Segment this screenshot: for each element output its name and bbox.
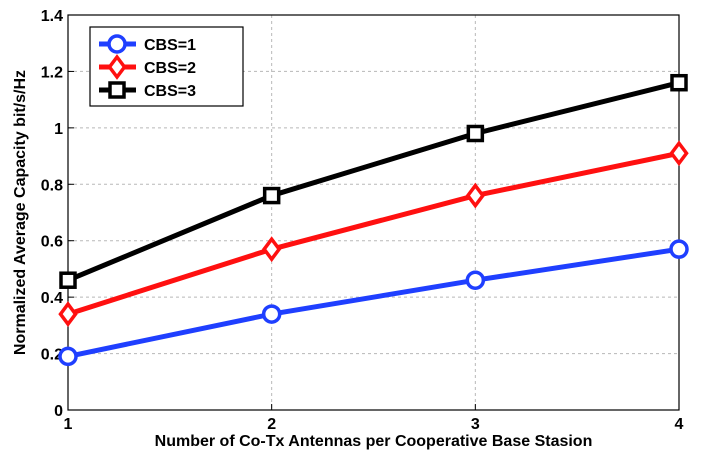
data-point-square	[670, 73, 688, 92]
legend-label: CBS=3	[144, 83, 196, 100]
data-point-diamond	[261, 236, 282, 263]
data-point-circle	[669, 239, 689, 259]
x-tick-label: 4	[675, 416, 684, 433]
series-line	[67, 150, 680, 317]
data-point-circle	[465, 270, 486, 290]
data-point-square	[466, 124, 485, 143]
series-cbs-2	[58, 140, 689, 327]
legend-item: CBS=1	[99, 34, 196, 54]
legend-label: CBS=1	[144, 37, 196, 54]
series-cbs-3	[59, 73, 688, 289]
x-tick-label: 2	[267, 416, 276, 433]
legend-marker-circle	[107, 34, 127, 54]
legend-marker-square	[108, 81, 126, 99]
series-layer	[58, 73, 689, 367]
y-tick-label: 0.2	[41, 347, 63, 364]
legend-label: CBS=2	[144, 60, 196, 77]
data-point-square	[262, 186, 281, 205]
data-point-circle	[261, 304, 282, 324]
series-line	[67, 246, 680, 359]
series-cbs-1	[58, 239, 689, 367]
y-tick-label: 0.4	[41, 290, 63, 307]
legend-marker-diamond	[107, 54, 127, 80]
y-tick-label: 1	[54, 121, 63, 138]
y-tick-label: 1.4	[41, 8, 63, 25]
y-tick-label: 1.2	[41, 64, 63, 81]
data-point-diamond	[669, 140, 689, 167]
y-tick-label: 0.6	[41, 234, 63, 251]
legend-item: CBS=3	[99, 81, 196, 100]
x-axis-label: Number of Co-Tx Antennas per Cooperative…	[155, 433, 593, 450]
legend: CBS=1 CBS=2 CBS=3	[89, 26, 244, 107]
y-tick-label: 0	[54, 403, 63, 420]
data-point-square	[59, 271, 77, 289]
legend-item: CBS=2	[99, 54, 196, 80]
x-tick-label: 1	[64, 416, 73, 433]
x-tick-label: 3	[471, 416, 480, 433]
y-axis-label: Normalized Average Capacity bit/s/Hz	[12, 70, 29, 355]
series-line	[67, 80, 680, 283]
axis-ticks: 1 2 3 4 0 0.2 0.4 0.6 0.8 1 1.2 1.4	[41, 8, 684, 433]
y-tick-label: 0.8	[41, 177, 63, 194]
data-point-circle	[58, 346, 78, 367]
plot-area-frame	[67, 14, 680, 411]
data-point-diamond	[465, 182, 486, 209]
data-point-diamond	[58, 301, 78, 327]
